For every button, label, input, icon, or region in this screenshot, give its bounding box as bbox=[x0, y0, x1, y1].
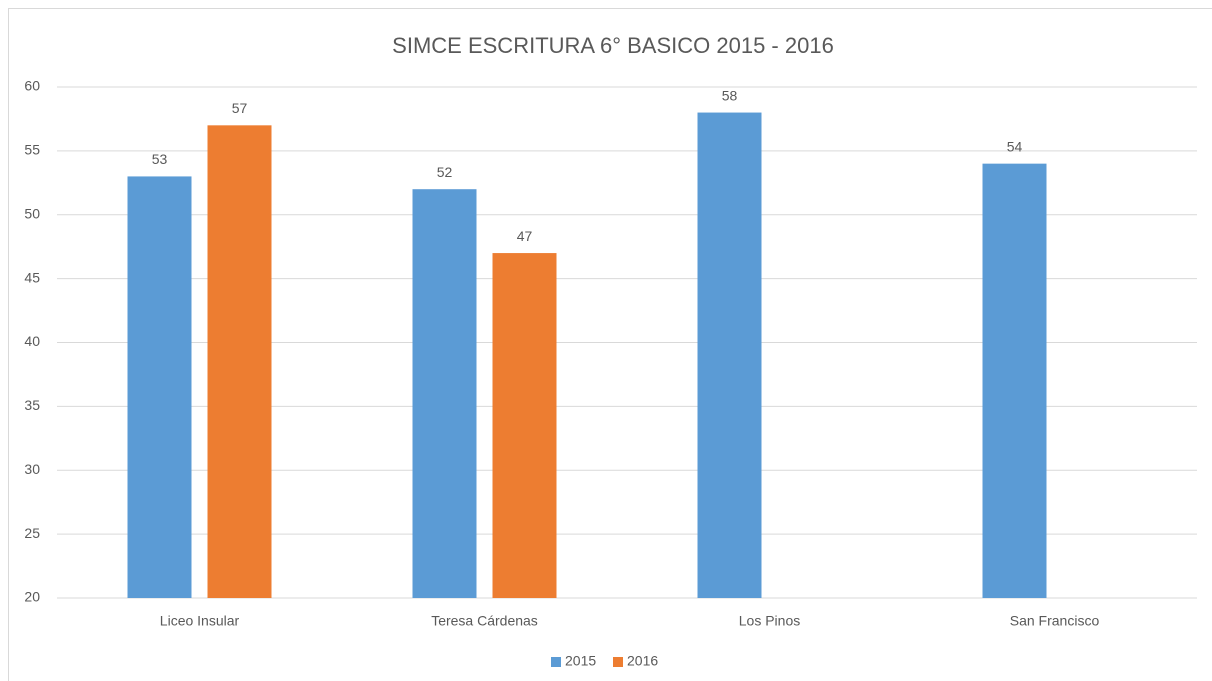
data-label: 53 bbox=[152, 151, 168, 167]
y-tick-label: 50 bbox=[24, 205, 40, 221]
y-tick-label: 25 bbox=[24, 525, 40, 541]
y-tick-label: 40 bbox=[24, 333, 40, 349]
legend-label: 2016 bbox=[627, 653, 658, 669]
bar bbox=[207, 125, 272, 598]
data-label: 52 bbox=[437, 164, 453, 180]
data-label: 57 bbox=[232, 100, 248, 116]
legend-label: 2015 bbox=[565, 653, 596, 669]
legend-swatch bbox=[613, 657, 623, 667]
y-tick-label: 60 bbox=[24, 78, 40, 94]
data-label: 58 bbox=[722, 87, 738, 103]
x-tick-label: Los Pinos bbox=[739, 613, 800, 629]
x-tick-label: Liceo Insular bbox=[160, 613, 240, 629]
x-tick-label: San Francisco bbox=[1010, 613, 1100, 629]
legend-swatch bbox=[551, 657, 561, 667]
bar bbox=[697, 112, 762, 599]
data-label: 47 bbox=[517, 228, 533, 244]
bar bbox=[982, 163, 1047, 598]
bar bbox=[492, 253, 557, 598]
data-label: 54 bbox=[1007, 138, 1023, 154]
chart-title: SIMCE ESCRITURA 6° BASICO 2015 - 2016 bbox=[392, 33, 834, 58]
y-tick-label: 35 bbox=[24, 397, 40, 413]
y-tick-label: 45 bbox=[24, 269, 40, 285]
y-tick-label: 30 bbox=[24, 461, 40, 477]
x-tick-label: Teresa Cárdenas bbox=[431, 613, 538, 629]
y-tick-label: 20 bbox=[24, 589, 40, 605]
bar bbox=[412, 189, 477, 598]
y-tick-label: 55 bbox=[24, 142, 40, 158]
bar bbox=[127, 176, 192, 599]
